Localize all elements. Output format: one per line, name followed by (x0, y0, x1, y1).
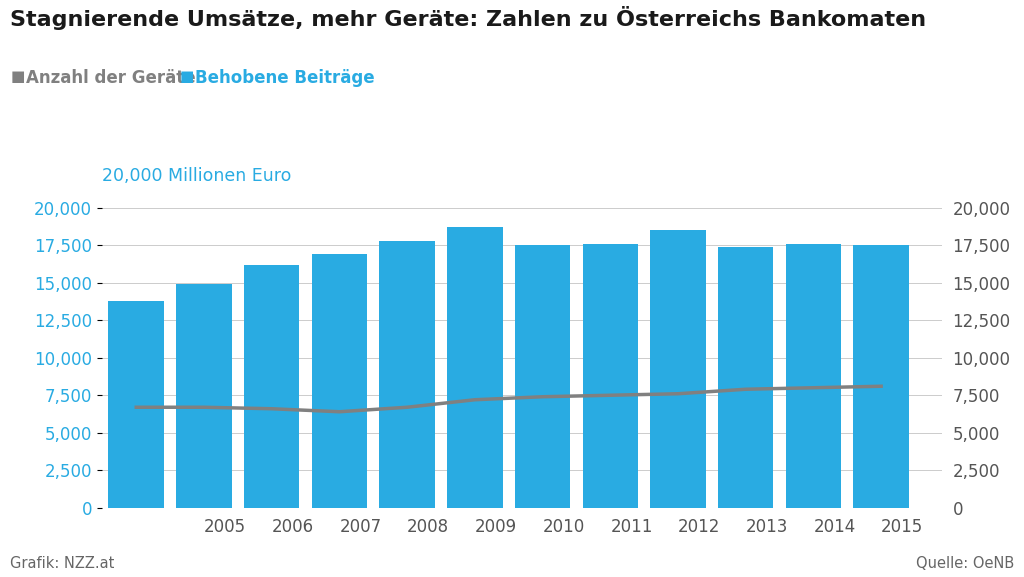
Bar (650, 230, 706, 508)
Bar (583, 243, 638, 508)
Bar (311, 254, 368, 508)
Bar (176, 284, 231, 508)
Text: Grafik: NZZ.at: Grafik: NZZ.at (10, 556, 115, 571)
Bar (785, 243, 841, 508)
Bar (853, 245, 909, 508)
Bar (515, 245, 570, 508)
Text: Anzahl der Geräte: Anzahl der Geräte (26, 69, 196, 87)
Bar (718, 247, 773, 508)
Bar (244, 265, 299, 508)
Bar (447, 227, 503, 508)
Text: ■: ■ (10, 69, 25, 84)
Text: 20,000 Millionen Euro: 20,000 Millionen Euro (102, 167, 292, 185)
Text: Behobene Beiträge: Behobene Beiträge (195, 69, 374, 87)
Bar (379, 241, 435, 508)
Text: Stagnierende Umsätze, mehr Geräte: Zahlen zu Österreichs Bankomaten: Stagnierende Umsätze, mehr Geräte: Zahle… (10, 6, 927, 30)
Text: Quelle: OeNB: Quelle: OeNB (915, 556, 1014, 571)
Text: ■: ■ (179, 69, 194, 84)
Bar (109, 301, 164, 508)
